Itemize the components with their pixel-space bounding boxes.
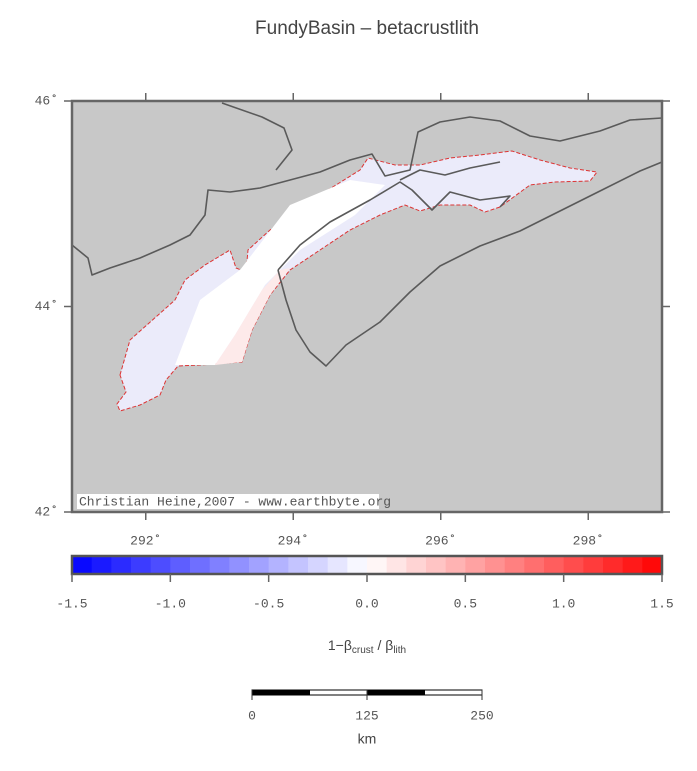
scale-segment: [366, 689, 425, 696]
coastlines: [71, 102, 663, 367]
colorbar-tick-label: 1.5: [650, 596, 673, 611]
colorbar-tick-label: -1.5: [56, 596, 87, 611]
colorbar-cell: [288, 556, 309, 574]
label-sub: crust: [352, 645, 374, 656]
colorbar-cell: [544, 556, 565, 574]
scale-tick-label: 125: [355, 708, 378, 723]
colorbar-cell: [406, 556, 427, 574]
colorbar-cell: [308, 556, 329, 574]
scale-unit: km: [358, 731, 377, 747]
colorbar-cell: [249, 556, 270, 574]
colorbar-cell: [563, 556, 584, 574]
colorbar-cell: [268, 556, 289, 574]
x-tick-label: 294˚: [278, 533, 309, 548]
colorbar-tick-label: -1.0: [155, 596, 186, 611]
colorbar-cell: [131, 556, 152, 574]
colorbar-cell: [465, 556, 486, 574]
colorbar-cell: [170, 556, 191, 574]
scale-segment: [251, 689, 310, 696]
colorbar-cell: [426, 556, 447, 574]
colorbar-cell: [386, 556, 407, 574]
colorbar-cell: [622, 556, 643, 574]
colorbar-cell: [91, 556, 112, 574]
colorbar-cell: [327, 556, 348, 574]
colorbar-cell: [445, 556, 466, 574]
colorbar-cell: [504, 556, 525, 574]
colorbar-cell: [642, 556, 663, 574]
colorbar-tick-label: 1.0: [552, 596, 575, 611]
y-tick-label: 42˚: [35, 504, 58, 519]
title: FundyBasin – betacrustlith: [255, 18, 479, 39]
colorbar-cell: [229, 556, 250, 574]
credit-box: [77, 494, 379, 509]
colorbar-cell: [485, 556, 506, 574]
x-tick-label: 296˚: [425, 533, 456, 548]
basin-region: [116, 150, 598, 412]
scale-tick-label: 0: [248, 708, 256, 723]
colorbar-cell: [111, 556, 132, 574]
x-tick-label: 292˚: [130, 533, 161, 548]
colorbar-cell: [150, 556, 171, 574]
colorbar-tick-label: -0.5: [253, 596, 284, 611]
scale-tick-label: 250: [470, 708, 493, 723]
colorbar-cell: [583, 556, 604, 574]
label-part: 1−β: [328, 637, 352, 653]
colorbar-cell: [603, 556, 624, 574]
label-part: / β: [374, 637, 394, 653]
x-tick-label: 298˚: [573, 533, 604, 548]
colorbar-cell: [524, 556, 545, 574]
label-sub: lith: [393, 645, 406, 656]
colorbar-tick-label: 0.5: [454, 596, 477, 611]
scale-segment: [309, 689, 368, 696]
colorbar-cell: [190, 556, 211, 574]
colorbar-cell: [72, 556, 93, 574]
y-tick-label: 44˚: [35, 299, 58, 314]
scale-segment: [424, 689, 483, 696]
colorbar-tick-label: 0.0: [355, 596, 378, 611]
colorbar-cell: [367, 556, 388, 574]
y-tick-label: 46˚: [35, 93, 58, 108]
colorbar-cell: [209, 556, 230, 574]
colorbar-label: 1−βcrust / βlith: [328, 637, 406, 656]
colorbar-cell: [347, 556, 368, 574]
credit: Christian Heine,2007 - www.earthbyte.org: [79, 494, 391, 509]
